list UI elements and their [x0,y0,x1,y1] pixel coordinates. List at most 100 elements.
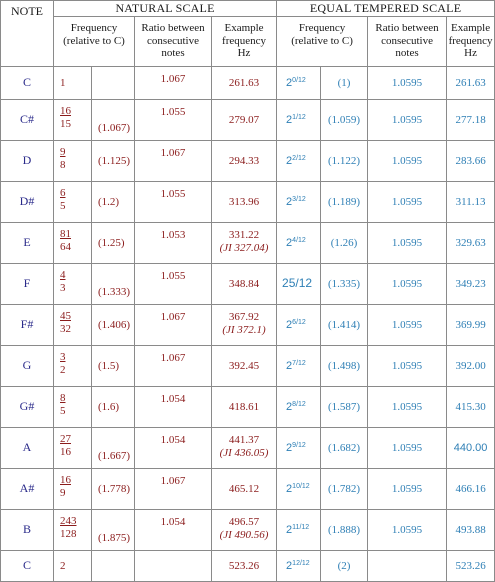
fraction-numerator: 1 [60,76,66,89]
note-name: D# [0,181,54,223]
note-name: E [0,222,54,264]
eq-frequency-decimal: (1.122) [320,140,369,182]
nat-hz-value: 418.61 [228,400,260,413]
eq-power-base: 2 [286,359,293,372]
nat-example-frequency: 496.57 (JI 490.56) [210,509,278,551]
nat-ratio: 1.054 [134,386,212,428]
eq-power-of-two: 21/12 [276,99,322,141]
eq-power-exponent: 10/12 [292,482,310,490]
fraction-numerator: 8 [60,392,66,404]
fraction-numerator: 3 [60,351,66,363]
nat-hz-value: 331.22 [228,229,260,241]
eq-example-frequency: 415.30 [446,386,495,428]
nat-example-frequency: 279.07 [210,99,278,141]
eq-power-exponent: 9/12 [292,441,306,449]
eq-ratio: 1.0595 [367,222,448,264]
eq-ratio: 1.0595 [367,427,448,469]
nat-example-frequency: 441.37 (JI 436.05) [210,427,278,469]
eq-power-base: 2 [286,482,293,495]
eq-power-exponent: 11/12 [292,523,310,531]
nat-ratio: 1.055 [134,181,212,223]
table-row: E 81 64 (1.25) 1.053 331.22 (JI 327.04) 24/12 (1… [0,222,495,264]
eq-ratio: 1.0595 [367,386,448,428]
nat-hz-value: 313.96 [228,195,260,208]
eq-example-frequency: 493.88 [446,509,495,551]
table-row: F# 45 32 (1.406) 1.067 367.92 (JI 372.1) 26/12(… [0,304,495,346]
nat-frequency-fraction: 27 16 [53,427,92,469]
fraction-numerator: 16 [60,105,71,117]
nat-frequency-decimal: (1.067) [91,99,135,141]
nat-frequency-decimal: (1.5) [91,345,135,387]
fraction-numerator: 243 [60,515,77,527]
nat-hz-value: 465.12 [228,482,260,495]
table-row: D# 6 5 (1.2) 1.055 313.96 23/12 (1.189) 1.0595 31… [0,181,495,223]
eq-frequency-decimal: (1.782) [320,468,369,510]
eq-power-of-two: 20/12 [276,66,322,100]
eq-power-of-two: 25/12 [276,263,322,305]
nat-frequency-decimal: (1.333) [91,263,135,305]
eq-power-exponent: 1/12 [292,113,306,121]
nat-ratio: 1.055 [134,99,212,141]
nat-hz-value: 392.45 [228,359,260,372]
table-row: C 1 1.067 261.63 20/12 (1) 1.0595 261.63 [0,66,495,100]
fraction-denominator: 5 [60,199,66,212]
eq-ratio-header: Ratio between consecutive notes [367,16,448,67]
eq-power-of-two: 22/12 [276,140,322,182]
nat-hz-value: 496.57 [228,516,260,528]
nat-example-header-line3: Hz [237,47,251,60]
note-name: C [0,66,54,100]
nat-ratio-header-line2: consecutive [147,34,199,47]
eq-power-of-two: 212/12 [276,550,322,582]
nat-example-frequency: 418.61 [210,386,278,428]
nat-hz-value: 279.07 [228,113,260,126]
eq-example-header-line1: Example [451,22,491,34]
nat-frequency-decimal: (1.2) [91,181,135,223]
note-name: F [0,263,54,305]
fraction-numerator: 4 [60,269,66,281]
nat-hz-value: 441.37 [228,434,260,446]
eq-frequency-header-line1: Frequency [298,22,346,34]
note-name: F# [0,304,54,346]
nat-ratio-header: Ratio between consecutive notes [134,16,212,67]
eq-ratio: 1.0595 [367,66,448,100]
eq-ratio: 1.0595 [367,263,448,305]
eq-power-text: 25/12 [282,276,313,291]
eq-power-base: 2 [286,195,293,208]
nat-ratio: 1.055 [134,263,212,305]
nat-example-frequency: 392.45 [210,345,278,387]
eq-power-of-two: 210/12 [276,468,322,510]
eq-ratio: 1.0595 [367,304,448,346]
eq-frequency-decimal: (2) [320,550,369,582]
nat-example-frequency: 523.26 [210,550,278,582]
fraction-denominator: 8 [60,158,66,171]
eq-frequency-decimal: (1.335) [320,263,369,305]
eq-ratio [367,550,448,582]
nat-frequency-fraction: 2 [53,550,92,582]
table-body: C 1 1.067 261.63 20/12 (1) 1.0595 261.63 C# 16 15(… [0,66,495,582]
eq-power-base: 2 [286,76,293,89]
fraction-denominator: 32 [60,322,71,335]
eq-example-header: Example frequency Hz [446,16,495,67]
nat-frequency-fraction: 16 9 [53,468,92,510]
nat-example-frequency: 331.22 (JI 327.04) [210,222,278,264]
eq-power-of-two: 26/12 [276,304,322,346]
eq-power-exponent: 2/12 [292,154,306,162]
eq-example-frequency: 466.16 [446,468,495,510]
nat-example-header-line2: frequency [222,34,267,47]
eq-power-exponent: 0/12 [292,76,306,84]
eq-power-of-two: 28/12 [276,386,322,428]
eq-example-frequency: 523.26 [446,550,495,582]
nat-ratio: 1.067 [134,304,212,346]
table-row: G 3 2 (1.5) 1.067 392.45 27/12 (1.498) 1.0595 392… [0,345,495,387]
fraction-denominator: 64 [60,240,71,253]
fraction-denominator: 128 [60,527,77,540]
nat-ratio: 1.053 [134,222,212,264]
eq-frequency-decimal: (1) [320,66,369,100]
table-row: C 2 523.26 212/12 (2) 523.26 [0,550,495,582]
